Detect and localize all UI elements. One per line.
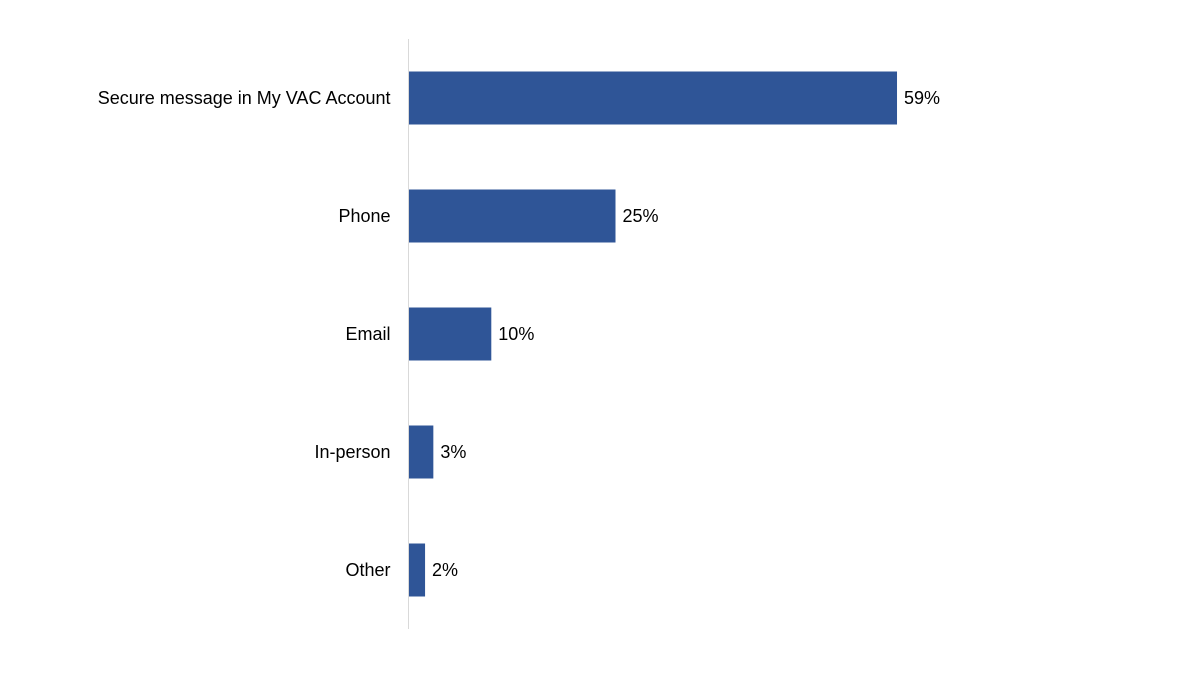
category-label-secure-message-in-my-vac-account: Secure message in My VAC Account — [98, 88, 391, 108]
data-label-secure-message-in-my-vac-account: 59% — [904, 88, 940, 108]
category-label-in-person: In-person — [314, 442, 390, 462]
bar-other — [408, 543, 426, 597]
data-label-email: 10% — [498, 324, 534, 344]
bar-series — [408, 71, 898, 597]
bar-in-person — [408, 425, 434, 479]
category-label-phone: Phone — [338, 206, 390, 226]
category-label-other: Other — [345, 560, 390, 580]
bar-email — [408, 307, 492, 361]
data-label-in-person: 3% — [440, 442, 466, 462]
data-label-phone: 25% — [623, 206, 659, 226]
bar-phone — [408, 189, 616, 243]
data-label-other: 2% — [432, 560, 458, 580]
bar-secure-message-in-my-vac-account — [408, 71, 898, 125]
category-label-email: Email — [345, 324, 390, 344]
category-labels: Secure message in My VAC Account Phone Ema… — [98, 88, 391, 580]
data-labels: 59% 25% 10% 3% 2% — [432, 88, 940, 580]
